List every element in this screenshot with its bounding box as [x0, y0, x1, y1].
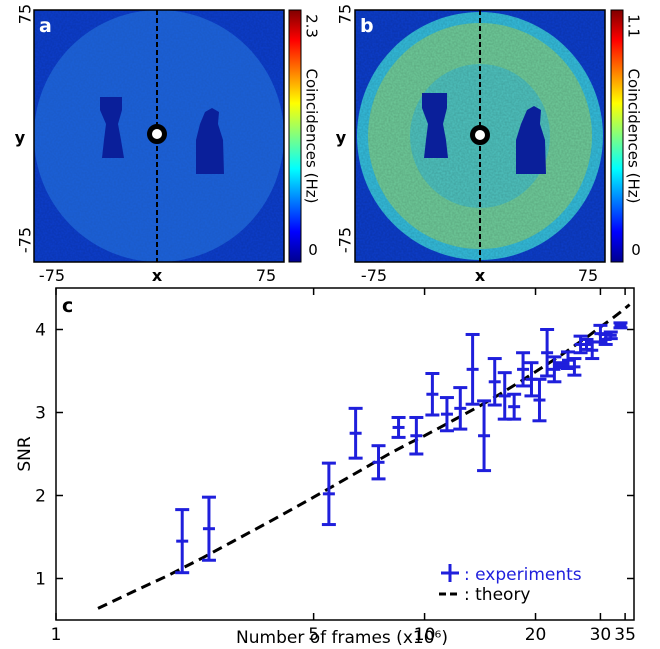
- x-tick-left-a: -75: [39, 266, 65, 285]
- heatmap-a: [33, 9, 285, 263]
- colorbar-label-a: Coincidences (Hz): [303, 69, 321, 204]
- panel-b: b 75 -75 y -75 75 x 1.1 0 Coincidences (…: [336, 4, 643, 285]
- y-tick-label: 2: [35, 487, 46, 507]
- center-marker-b: [470, 125, 490, 145]
- colorbar-max-b: 1.1: [625, 14, 643, 38]
- x-tick-label: 30: [590, 625, 612, 645]
- experiment-point: [561, 350, 576, 371]
- experiment-point: [524, 361, 539, 398]
- colorbar-b: [610, 9, 624, 263]
- experiment-point: [425, 371, 440, 417]
- legend-text-experiments: : experiments: [464, 565, 582, 585]
- plot-frame-c: [55, 287, 635, 621]
- y-axis-label-c: SNR: [15, 436, 35, 472]
- experiment-point: [516, 351, 531, 388]
- experiment-point: [348, 406, 363, 460]
- colorbar-a: [288, 9, 302, 263]
- axis-ticks-c: 1 5 10 20 30 35 1 2 3 4: [35, 288, 636, 645]
- experiment-point: [465, 332, 480, 406]
- y-tick-top-a: 75: [16, 4, 35, 24]
- experiment-point: [547, 355, 562, 384]
- experiment-point: [453, 386, 468, 431]
- colorbar-min-a: 0: [308, 241, 318, 259]
- experiment-point: [175, 508, 190, 575]
- object-left-b: [422, 93, 448, 158]
- y-axis-label-a: y: [15, 128, 26, 147]
- y-axis-label-b: y: [336, 128, 347, 147]
- experiment-point: [487, 357, 502, 407]
- colorbar-min-b: 0: [631, 241, 641, 259]
- experiment-point: [554, 361, 569, 370]
- y-tick-label: 3: [35, 404, 46, 424]
- y-tick-top-b: 75: [336, 4, 355, 24]
- legend: : experiments : theory: [439, 564, 582, 605]
- x-tick-label: 10: [414, 625, 436, 645]
- experiment-point: [201, 495, 216, 562]
- x-axis-label-b: x: [475, 266, 486, 285]
- experiment-point: [409, 415, 424, 456]
- panel-label-b: b: [360, 15, 374, 37]
- x-axis-label-a: x: [152, 266, 163, 285]
- experiment-point: [321, 461, 336, 527]
- legend-text-theory: : theory: [464, 585, 531, 605]
- panel-a: a 75 -75 y -75 75 x 2.3 0 Coincidences (…: [15, 4, 321, 285]
- experiment-point: [371, 444, 386, 481]
- colorbar-label-b: Coincidences (Hz): [625, 69, 643, 204]
- center-marker-a: [147, 124, 167, 144]
- experiment-point: [532, 377, 547, 423]
- x-axis-label-c: Number of frames (x10⁶): [236, 628, 448, 648]
- y-tick-label: 4: [35, 321, 46, 341]
- experiment-point: [540, 328, 555, 378]
- object-right-b: [516, 106, 546, 174]
- x-tick-right-b: 75: [578, 266, 598, 285]
- experiment-point: [477, 399, 492, 473]
- experiment-point: [391, 415, 406, 439]
- x-tick-left-b: -75: [361, 266, 387, 285]
- object-left-a: [100, 97, 124, 158]
- panel-label-c: c: [62, 295, 73, 317]
- theory-series: [97, 303, 631, 610]
- x-tick-label: 35: [614, 625, 636, 645]
- theory-curve: [97, 303, 631, 610]
- experiments-series: [175, 321, 628, 575]
- panel-label-a: a: [39, 15, 52, 37]
- x-tick-label: 20: [525, 625, 547, 645]
- y-tick-bottom-b: -75: [336, 227, 355, 253]
- panel-c: c 1 5 10 20 30 35 1 2 3 4 SNR Number of frames (x…: [15, 287, 636, 648]
- x-tick-right-a: 75: [256, 266, 276, 285]
- experiment-point: [439, 396, 454, 433]
- object-right-a: [196, 108, 224, 174]
- experiment-point: [507, 392, 522, 421]
- experiment-point: [613, 321, 628, 330]
- y-tick-label: 1: [35, 570, 46, 590]
- x-tick-label: 5: [308, 625, 319, 645]
- colorbar-max-a: 2.3: [303, 14, 321, 38]
- heatmap-b: [354, 9, 606, 263]
- experiment-point: [567, 357, 582, 377]
- legend-marker-experiments: [441, 564, 459, 582]
- y-tick-bottom-a: -75: [16, 227, 35, 253]
- x-tick-label: 1: [51, 625, 62, 645]
- experiment-point: [603, 330, 618, 341]
